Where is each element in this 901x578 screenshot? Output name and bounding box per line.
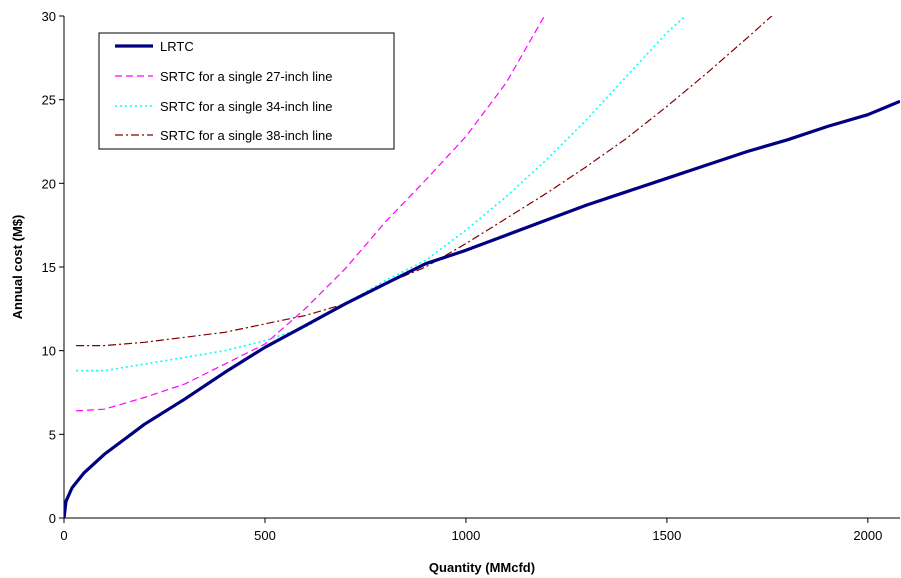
- y-tick-label: 30: [42, 9, 56, 24]
- legend: LRTC SRTC for a single 27-inch line SRTC…: [98, 32, 395, 150]
- legend-label-srtc-34: SRTC for a single 34-inch line: [160, 99, 332, 114]
- y-axis-title: Annual cost (M$): [10, 215, 25, 320]
- series-layer: [64, 16, 900, 518]
- y-tick-label: 15: [42, 260, 56, 275]
- x-tick-label: 2000: [853, 528, 882, 543]
- x-tick-label: 1500: [652, 528, 681, 543]
- legend-label-lrtc: LRTC: [160, 39, 194, 54]
- y-tick-label: 20: [42, 176, 56, 191]
- x-axis-title: Quantity (MMcfd): [429, 560, 535, 575]
- y-tick-label: 25: [42, 93, 56, 108]
- x-tick-label: 1000: [451, 528, 480, 543]
- legend-label-srtc-27: SRTC for a single 27-inch line: [160, 69, 332, 84]
- series-line-srtc-for-a-single-27-inch-line: [76, 16, 546, 412]
- series-line-lrtc: [64, 99, 900, 518]
- legend-label-srtc-38: SRTC for a single 38-inch line: [160, 128, 332, 143]
- x-tick-label: 0: [60, 528, 67, 543]
- series-line-srtc-for-a-single-38-inch-line: [76, 16, 773, 347]
- axis-ticks: 0 5 10 15 20 25 30 0 500 1000 1500 2000: [42, 9, 883, 543]
- y-tick-label: 5: [49, 427, 56, 442]
- y-tick-label: 0: [49, 511, 56, 526]
- series-line-srtc-for-a-single-34-inch-line: [76, 16, 687, 372]
- legend-box: [98, 32, 395, 150]
- y-tick-label: 10: [42, 344, 56, 359]
- x-tick-label: 500: [254, 528, 276, 543]
